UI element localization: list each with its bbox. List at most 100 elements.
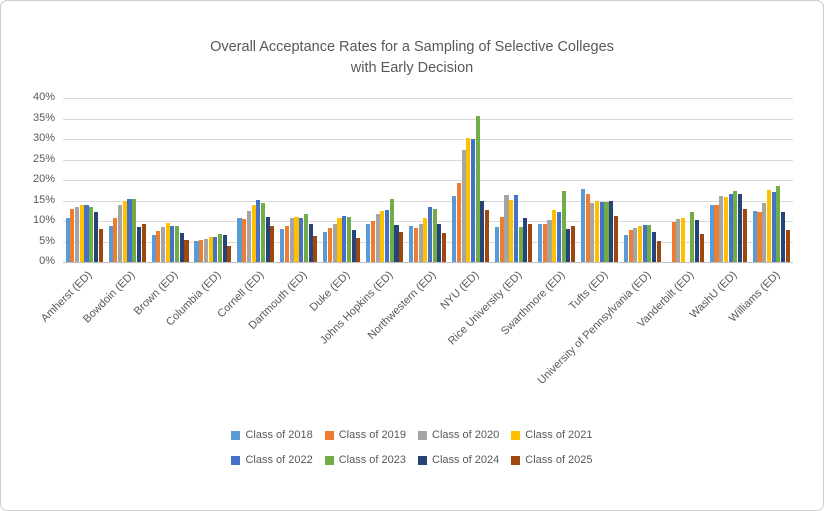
bar-Northwestern (ED)-Class of 2018 [409, 225, 414, 262]
x-axis-label-Northwestern (ED): Northwestern (ED) [365, 269, 439, 342]
bar-Amherst (ED)-Class of 2019 [70, 208, 75, 262]
bar-NYU (ED)-Class of 2021 [466, 137, 471, 262]
bar-Johns Hopkins (ED)-Class of 2024 [394, 224, 399, 262]
bar-Johns Hopkins (ED)-Class of 2022 [385, 209, 390, 262]
bar-Williams (ED)-Class of 2018 [752, 210, 757, 262]
legend-label-Class of 2022: Class of 2022 [245, 454, 313, 466]
bar-Amherst (ED)-Class of 2023 [89, 207, 94, 262]
x-axis-label-Tufts (ED): Tufts (ED) [566, 269, 611, 313]
bar-Dartmouth (ED)-Class of 2018 [280, 229, 285, 262]
bar-Swarthmore (ED)-Class of 2023 [561, 191, 566, 262]
bar-Swarthmore (ED)-Class of 2022 [556, 211, 561, 262]
bar-Amherst (ED)-Class of 2024 [93, 211, 98, 262]
bar-NYU (ED)-Class of 2018 [452, 195, 457, 262]
x-axis-label-Cornell (ED): Cornell (ED) [215, 269, 267, 321]
bar-Tufts (ED)-Class of 2021 [595, 201, 600, 262]
bar-University of Pennsylvania (ED)-Class of 2025 [656, 240, 661, 262]
bar-Amherst (ED)-Class of 2025 [98, 229, 103, 262]
bar-Dartmouth (ED)-Class of 2025 [313, 236, 318, 262]
bar-University of Pennsylvania (ED)-Class of 2018 [623, 234, 628, 262]
bar-WashU (ED)-Class of 2025 [742, 209, 747, 262]
legend-swatch-icon-Class of 2020 [418, 430, 427, 440]
bar-Swarthmore (ED)-Class of 2025 [570, 225, 576, 262]
bar-Columbia (ED)-Class of 2025 [227, 246, 232, 262]
bar-Northwestern (ED)-Class of 2022 [428, 207, 433, 262]
bar-University of Pennsylvania (ED)-Class of 2021 [638, 225, 643, 262]
y-tick-label-40%: 40% [32, 91, 55, 103]
bar-Swarthmore (ED)-Class of 2021 [552, 209, 557, 262]
bar-Brown (ED)-Class of 2022 [170, 226, 175, 262]
bar-WashU (ED)-Class of 2021 [723, 196, 728, 262]
bar-NYU (ED)-Class of 2023 [475, 116, 480, 262]
x-axis-label-Duke (ED): Duke (ED) [307, 269, 353, 314]
bar-Amherst (ED)-Class of 2018 [65, 217, 70, 262]
bar-Swarthmore (ED)-Class of 2018 [538, 223, 543, 262]
bar-Johns Hopkins (ED)-Class of 2018 [366, 223, 371, 262]
bar-Bowdoin (ED)-Class of 2023 [132, 199, 137, 262]
bar-Rice University (ED)-Class of 2020 [504, 195, 509, 262]
bar-Rice University (ED)-Class of 2023 [518, 226, 523, 262]
bar-NYU (ED)-Class of 2020 [461, 150, 466, 262]
x-axis-label-Dartmouth (ED): Dartmouth (ED) [246, 269, 310, 332]
bar-Cornell (ED)-Class of 2023 [260, 203, 266, 262]
bar-Cornell (ED)-Class of 2020 [246, 211, 251, 262]
x-axis-label-Swarthmore (ED): Swarthmore (ED) [498, 269, 568, 338]
x-axis-label-NYU (ED): NYU (ED) [438, 269, 482, 313]
bar-Tufts (ED)-Class of 2025 [613, 216, 618, 262]
y-tick-label-0%: 0% [39, 255, 55, 267]
bar-Tufts (ED)-Class of 2022 [599, 202, 604, 262]
legend-item-Class of 2025: Class of 2025 [511, 454, 593, 466]
bar-University of Pennsylvania (ED)-Class of 2020 [633, 227, 638, 262]
y-tick-label-5%: 5% [39, 234, 55, 247]
x-axis-label-University of Pennsylvania (ED): University of Pennsylvania (ED) [535, 269, 654, 387]
bar-WashU (ED)-Class of 2019 [714, 204, 719, 262]
bar-Brown (ED)-Class of 2025 [184, 239, 189, 262]
x-axis-label-Brown (ED): Brown (ED) [132, 269, 181, 318]
bar-Tufts (ED)-Class of 2024 [609, 200, 614, 262]
bar-Columbia (ED)-Class of 2022 [213, 236, 218, 262]
bar-Williams (ED)-Class of 2023 [776, 186, 781, 262]
bar-Rice University (ED)-Class of 2024 [523, 217, 528, 262]
bar-WashU (ED)-Class of 2023 [733, 190, 738, 262]
bar-Vanderbilt (ED)-Class of 2025 [699, 233, 704, 262]
bar-Dartmouth (ED)-Class of 2023 [303, 213, 308, 262]
bar-Cornell (ED)-Class of 2022 [256, 199, 261, 262]
bar-Johns Hopkins (ED)-Class of 2023 [389, 199, 394, 262]
bar-Williams (ED)-Class of 2021 [766, 190, 771, 262]
bar-Bowdoin (ED)-Class of 2020 [118, 205, 123, 262]
bar-Williams (ED)-Class of 2022 [771, 192, 776, 262]
bar-Rice University (ED)-Class of 2021 [509, 199, 514, 262]
x-axis-label-Vanderbilt (ED): Vanderbilt (ED) [635, 269, 697, 331]
gridline-20% [63, 180, 793, 181]
bar-Duke (ED)-Class of 2022 [342, 216, 347, 262]
gridline-15% [63, 200, 793, 202]
legend-swatch-icon-Class of 2022 [231, 455, 241, 465]
bar-Brown (ED)-Class of 2023 [175, 226, 180, 262]
bar-Swarthmore (ED)-Class of 2020 [547, 219, 552, 262]
bar-WashU (ED)-Class of 2022 [728, 193, 733, 262]
bar-Cornell (ED)-Class of 2021 [251, 205, 256, 262]
bar-University of Pennsylvania (ED)-Class of 2024 [652, 232, 657, 262]
chart-title-line-2: with Early Decision [350, 60, 474, 77]
bar-Amherst (ED)-Class of 2021 [79, 205, 84, 262]
legend-item-Class of 2018: Class of 2018 [231, 429, 313, 441]
x-axis-line [63, 262, 793, 263]
bar-Johns Hopkins (ED)-Class of 2019 [370, 221, 376, 262]
x-axis-label-Johns Hopkins (ED): Johns Hopkins (ED) [317, 269, 396, 347]
bar-Duke (ED)-Class of 2025 [356, 237, 361, 262]
bar-Cornell (ED)-Class of 2024 [265, 216, 270, 262]
bar-Johns Hopkins (ED)-Class of 2025 [399, 231, 404, 262]
legend-label-Class of 2020: Class of 2020 [432, 429, 500, 441]
bar-Vanderbilt (ED)-Class of 2024 [695, 219, 700, 262]
bar-WashU (ED)-Class of 2024 [737, 193, 743, 262]
legend-swatch-icon-Class of 2024 [418, 455, 427, 465]
x-axis-label-Columbia (ED): Columbia (ED) [164, 269, 224, 329]
legend: Class of 2018 Class of 2019 Class of 2020 C… [1, 429, 823, 466]
bar-Northwestern (ED)-Class of 2020 [418, 223, 423, 262]
x-axis-label-WashU (ED): WashU (ED) [687, 269, 740, 321]
bar-Vanderbilt (ED)-Class of 2020 [676, 219, 681, 262]
bar-Dartmouth (ED)-Class of 2024 [308, 223, 313, 262]
gridline-30% [63, 139, 793, 140]
bar-NYU (ED)-Class of 2022 [470, 138, 476, 262]
bar-Tufts (ED)-Class of 2018 [580, 189, 586, 262]
